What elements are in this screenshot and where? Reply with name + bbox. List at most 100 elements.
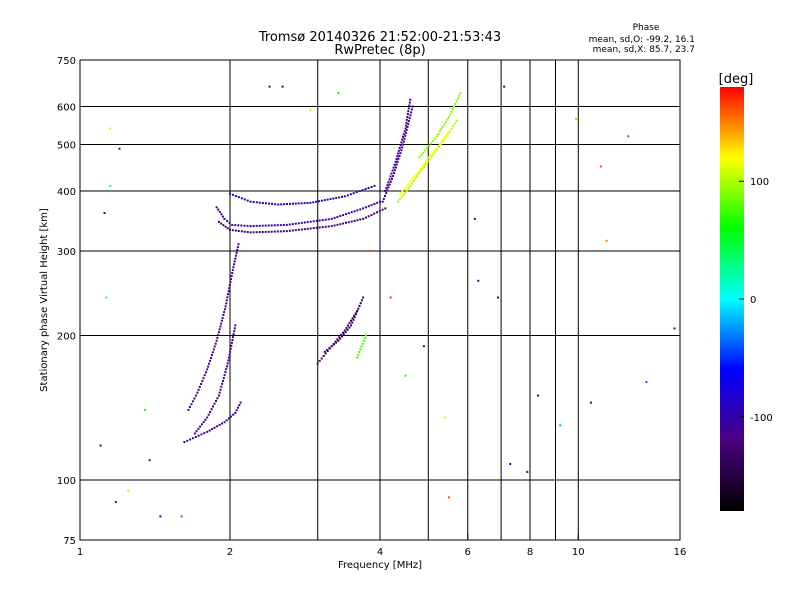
data-point	[431, 140, 434, 142]
data-point	[229, 192, 231, 195]
data-point	[243, 230, 246, 233]
data-point	[477, 279, 480, 282]
data-point	[338, 336, 341, 339]
data-point	[403, 188, 406, 191]
data-point	[221, 382, 224, 385]
data-point	[208, 362, 211, 365]
data-point	[352, 192, 355, 195]
data-point	[411, 182, 413, 185]
data-point	[412, 180, 415, 182]
data-point	[180, 515, 183, 518]
phase-title: Phase	[633, 23, 660, 33]
data-point	[416, 175, 419, 178]
data-point	[453, 122, 456, 125]
data-point	[406, 183, 409, 186]
data-point	[234, 229, 237, 232]
data-point	[443, 123, 446, 126]
data-point	[224, 305, 227, 308]
data-point	[343, 329, 346, 332]
data-point	[386, 189, 389, 192]
data-point	[343, 195, 346, 198]
data-point	[424, 161, 427, 164]
data-point	[408, 117, 411, 120]
data-point	[442, 138, 445, 141]
data-point	[385, 192, 388, 195]
data-point	[99, 444, 102, 447]
data-point	[435, 147, 438, 150]
data-point	[261, 224, 264, 227]
data-point	[359, 348, 362, 351]
data-point	[347, 212, 350, 215]
x-tick-label: 4	[377, 547, 383, 558]
data-point	[367, 205, 370, 208]
y-tick-label: 600	[57, 103, 76, 114]
data-point	[390, 172, 393, 175]
data-point	[306, 202, 309, 204]
data-point	[350, 324, 353, 327]
colorbar-unit-label: [deg]	[719, 72, 754, 87]
data-point	[237, 243, 240, 246]
data-point	[405, 189, 408, 192]
data-point	[339, 337, 342, 340]
data-point	[391, 177, 393, 180]
data-point	[387, 181, 390, 184]
data-point	[252, 225, 255, 227]
data-point	[246, 199, 249, 202]
data-point	[324, 225, 327, 228]
data-point	[229, 281, 232, 284]
data-point	[443, 416, 446, 419]
data-point	[210, 357, 212, 359]
data-point	[233, 330, 236, 333]
data-point	[127, 489, 130, 492]
data-point	[237, 224, 240, 227]
data-point	[393, 169, 396, 172]
data-point	[232, 413, 235, 416]
data-point	[362, 217, 365, 220]
data-point	[330, 225, 333, 228]
data-point	[194, 394, 197, 397]
data-point	[388, 183, 391, 186]
data-point	[231, 223, 234, 226]
data-point	[303, 228, 306, 231]
data-point	[405, 124, 407, 127]
data-point	[407, 187, 410, 190]
data-point	[279, 230, 282, 233]
data-point	[229, 347, 232, 350]
data-point	[379, 200, 381, 203]
data-point	[450, 110, 453, 113]
data-point	[281, 85, 284, 88]
data-point	[230, 341, 233, 344]
data-point	[276, 230, 279, 233]
data-point	[384, 190, 387, 192]
data-point	[280, 203, 283, 206]
data-point	[401, 146, 404, 149]
data-point	[258, 201, 261, 204]
data-point	[388, 178, 391, 181]
data-point	[419, 170, 422, 173]
data-point	[143, 408, 146, 411]
x-tick-label: 1	[77, 547, 83, 558]
data-point	[321, 226, 324, 229]
data-point	[357, 353, 360, 356]
data-point	[237, 230, 240, 232]
data-point	[268, 85, 271, 88]
data-point	[336, 223, 339, 226]
data-point	[391, 169, 394, 172]
data-point	[405, 186, 407, 188]
data-point	[212, 405, 214, 408]
data-point	[406, 113, 409, 116]
data-point	[367, 215, 370, 218]
data-point	[118, 147, 121, 150]
data-point	[399, 144, 402, 147]
data-point	[447, 116, 450, 119]
data-point	[235, 254, 237, 257]
data-point	[395, 158, 398, 161]
data-point	[342, 222, 345, 225]
data-point	[222, 314, 225, 316]
data-point	[345, 213, 347, 216]
data-point	[335, 196, 338, 199]
data-point	[230, 344, 233, 347]
data-point	[320, 357, 323, 360]
data-point	[410, 108, 413, 111]
